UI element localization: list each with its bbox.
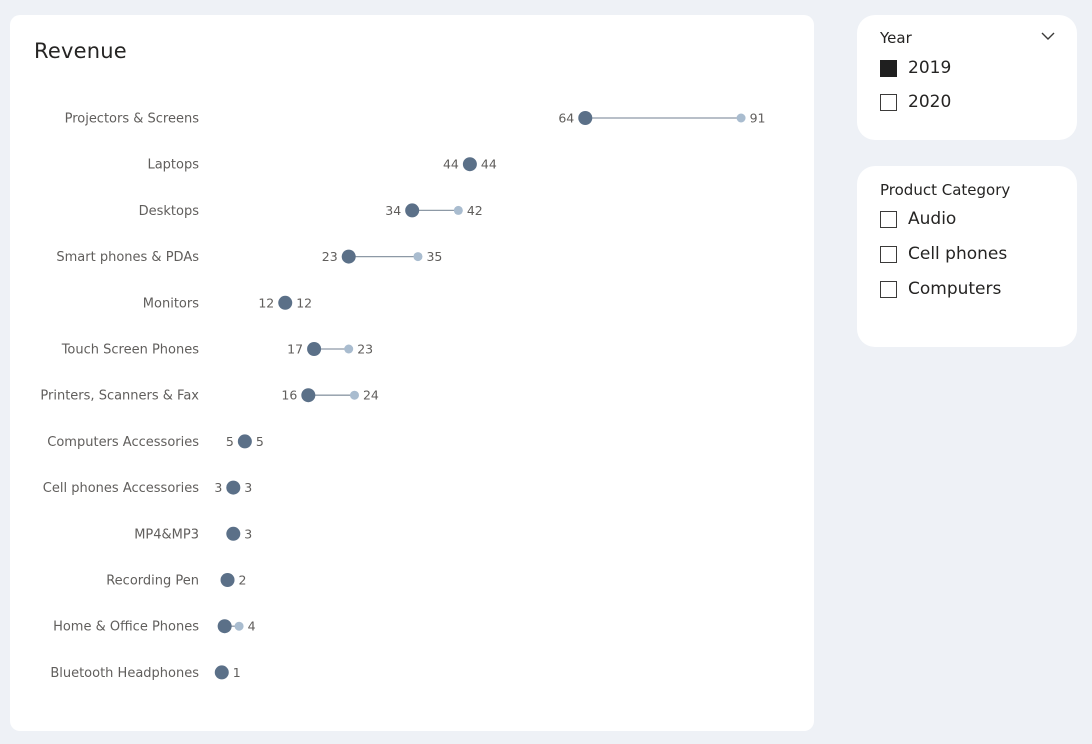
category-label: Touch Screen Phones (61, 343, 200, 358)
data-label: 2 (239, 573, 247, 588)
year-option-2020[interactable]: 2020 (880, 91, 951, 113)
revenue-chart-card: Revenue Projectors & Screens 64 91 Laptops 4… (10, 15, 814, 731)
category-label: Laptops (147, 158, 199, 173)
category-label: Home & Office Phones (53, 620, 199, 635)
computers-checkbox[interactable] (880, 280, 897, 298)
year-slicer: Year 2019 2020 (857, 15, 1077, 140)
series-2-point (736, 113, 746, 123)
revenue-dumbbell-chart: Projectors & Screens 64 91 Laptops 44 44 Deskt… (40, 111, 766, 681)
product-category-slicer: Product Category Audio Cell phones Compu… (857, 166, 1077, 347)
year-option-label: 2019 (908, 58, 952, 78)
year-2020-checkbox[interactable] (880, 93, 897, 111)
series-1-point (217, 619, 232, 634)
year-2019-checkbox[interactable] (880, 59, 897, 77)
category-label: MP4&MP3 (134, 527, 199, 542)
category-label: Bluetooth Headphones (50, 666, 199, 681)
data-label: 44 (443, 157, 459, 172)
data-label: 44 (481, 157, 497, 172)
category-option-audio[interactable]: Audio (880, 208, 956, 230)
data-label: 16 (281, 388, 297, 403)
category-option-label: Computers (908, 279, 1002, 299)
series-2-point (344, 344, 354, 354)
category-option-label: Audio (908, 209, 957, 229)
chart-title: Revenue (34, 39, 127, 63)
series-2-point (413, 252, 423, 262)
category-label: Printers, Scanners & Fax (40, 389, 199, 404)
year-option-label: 2020 (908, 92, 952, 112)
data-label: 1 (233, 665, 241, 680)
cell-phones-checkbox[interactable] (880, 245, 897, 263)
data-label: 12 (296, 295, 312, 310)
category-option-cell-phones[interactable]: Cell phones (880, 243, 1007, 265)
data-label: 24 (363, 388, 379, 403)
data-label: 12 (258, 295, 274, 310)
series-2-point (453, 205, 463, 215)
series-1-point (226, 526, 241, 541)
series-1-point (278, 295, 293, 310)
data-label: 5 (256, 434, 264, 449)
category-label: Desktops (139, 204, 200, 219)
category-label: Computers Accessories (47, 435, 199, 450)
series-1-point (220, 573, 235, 587)
category-label: Cell phones Accessories (43, 481, 199, 496)
data-label: 23 (357, 342, 373, 357)
series-2-point (349, 390, 359, 400)
data-label: 3 (244, 480, 252, 495)
data-label: 91 (750, 111, 766, 126)
data-label: 34 (385, 203, 401, 218)
series-1-point (341, 249, 356, 264)
series-1-point (237, 434, 252, 449)
series-1-point (226, 480, 241, 495)
data-label: 3 (214, 480, 222, 495)
series-1-point (301, 388, 316, 403)
year-option-2019[interactable]: 2019 (880, 57, 951, 79)
category-label: Recording Pen (106, 574, 199, 589)
category-option-label: Cell phones (908, 244, 1008, 264)
series-1-point (405, 203, 420, 218)
category-label: Monitors (143, 296, 199, 311)
category-slicer-title: Product Category (880, 181, 1011, 199)
data-label: 5 (226, 434, 234, 449)
category-label: Projectors & Screens (65, 112, 200, 127)
data-label: 3 (244, 526, 252, 541)
data-label: 4 (248, 619, 256, 634)
series-1-point (578, 111, 593, 125)
data-label: 35 (426, 249, 442, 264)
category-label: Smart phones & PDAs (56, 250, 199, 265)
data-label: 23 (322, 249, 338, 264)
series-2-point (234, 621, 244, 631)
audio-checkbox[interactable] (880, 210, 897, 228)
series-1-point (462, 157, 477, 172)
data-label: 42 (467, 203, 483, 218)
year-slicer-title: Year (880, 29, 912, 47)
chevron-down-icon[interactable] (1041, 31, 1055, 41)
data-label: 64 (558, 111, 574, 126)
category-option-computers[interactable]: Computers (880, 278, 1001, 300)
series-1-point (214, 665, 229, 680)
data-label: 17 (287, 342, 303, 357)
series-1-point (307, 342, 322, 356)
